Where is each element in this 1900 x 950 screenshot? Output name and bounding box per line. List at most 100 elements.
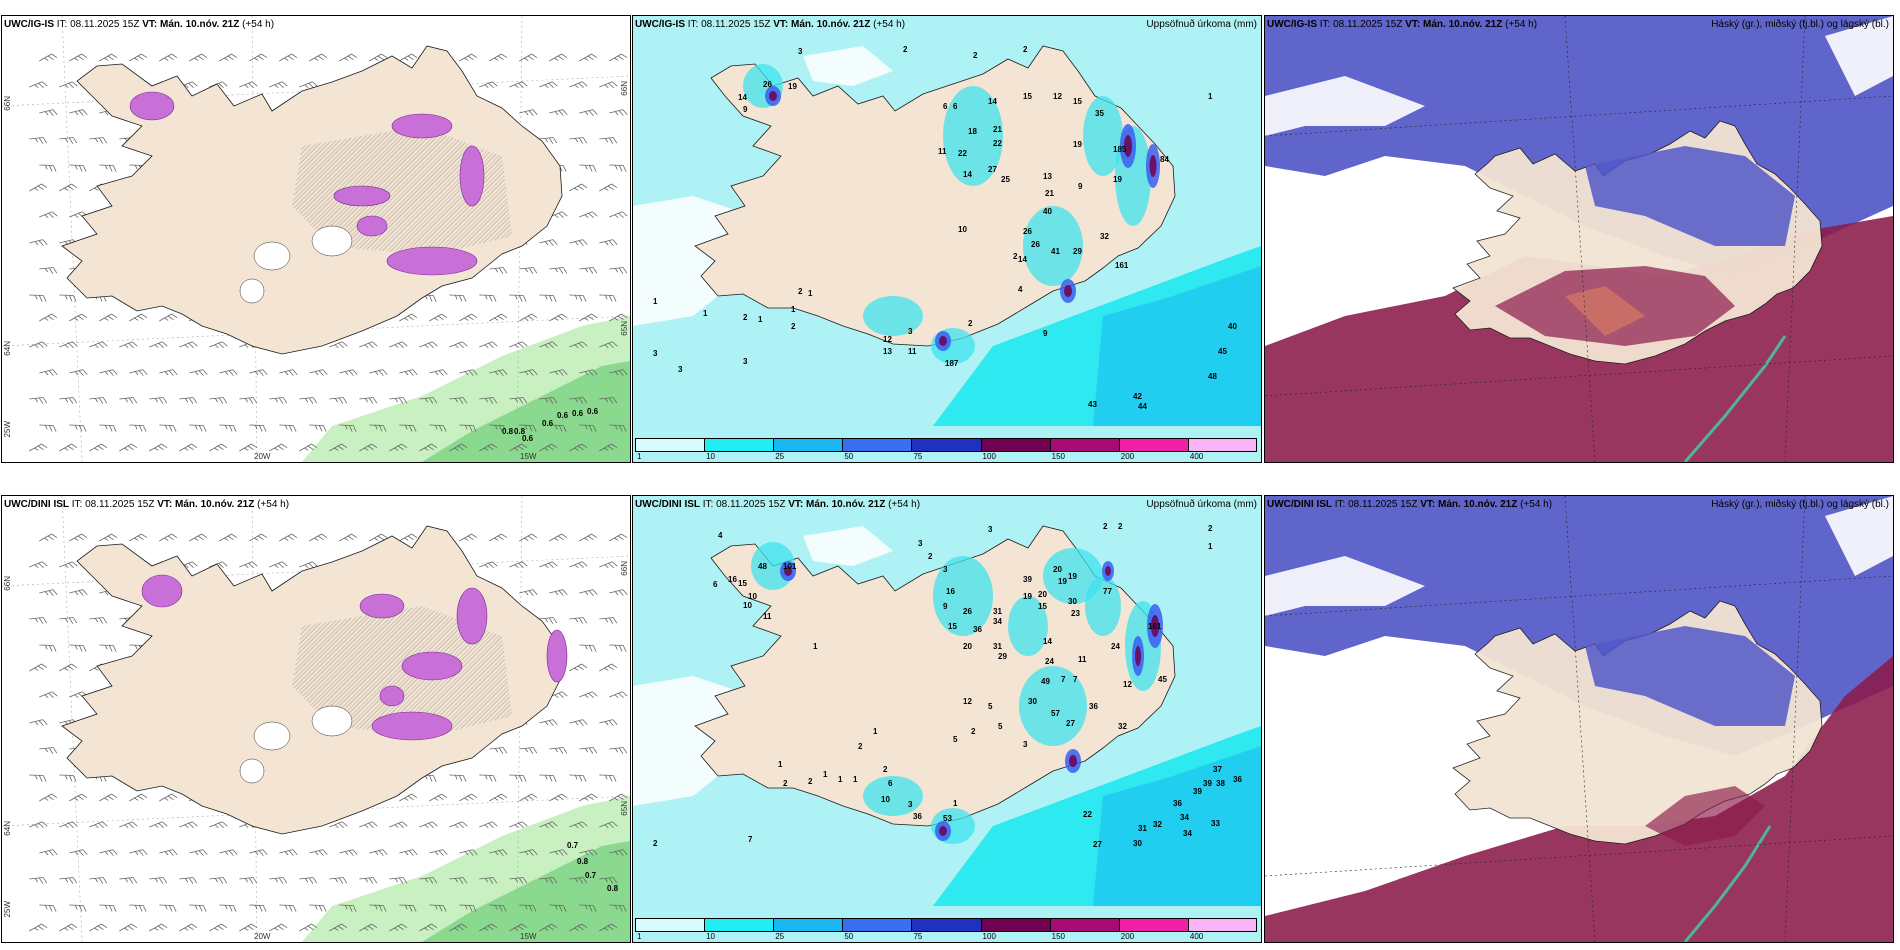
wind-barb-icon	[59, 774, 77, 782]
colorbar-swatch	[1187, 918, 1257, 932]
wind-barb-icon	[149, 877, 168, 884]
wind-barb-icon	[279, 369, 298, 376]
cloud-map-panel-2[interactable]: UWC/DINI ISL IT: 08.11.2025 15Z VT: Mán.…	[1264, 495, 1894, 943]
wind-value-label: 0.8	[502, 427, 514, 436]
wind-barb-icon	[69, 904, 87, 912]
wind-map-panel-1[interactable]: UWC/IG-IS IT: 08.11.2025 15Z VT: Mán. 10…	[1, 15, 631, 463]
wind-barb-icon	[599, 561, 618, 569]
wind-barb-icon	[509, 877, 528, 884]
precip-map-panel-2[interactable]: UWC/DINI ISL IT: 08.11.2025 15Z VT: Mán.…	[632, 495, 1262, 943]
precip-value-label: 22	[1083, 810, 1092, 819]
wind-barb-icon	[569, 561, 588, 569]
wind-value-label: 0.7	[585, 871, 597, 880]
wind-barb-icon	[99, 424, 117, 432]
wind-barb-icon	[149, 341, 168, 349]
wind-barb-icon	[39, 211, 58, 219]
wind-map-panel-2[interactable]: UWC/DINI ISL IT: 08.11.2025 15Z VT: Mán.…	[1, 495, 631, 943]
precip-value-label: 3	[743, 357, 748, 366]
wind-barb-icon	[29, 183, 48, 192]
cloud-map-panel-1[interactable]: UWC/IG-IS IT: 08.11.2025 15Z VT: Mán. 10…	[1264, 15, 1894, 463]
wind-barb-icon	[539, 821, 558, 829]
precip-value-label: 45	[1158, 675, 1167, 684]
wind-barb-icon	[39, 589, 58, 596]
wind-barb-icon	[39, 313, 58, 322]
wind-barb-icon	[129, 904, 147, 912]
wind-barb-icon	[459, 849, 478, 856]
precip-value-label: 1	[1208, 92, 1213, 101]
wind-barb-icon	[519, 849, 538, 856]
wind-barb-icon	[419, 443, 438, 452]
wind-barb-icon	[489, 424, 507, 432]
wind-barb-icon	[189, 849, 208, 856]
colorbar-swatch	[1049, 438, 1119, 452]
wind-barb-icon	[599, 341, 618, 349]
wind-barb-icon	[569, 443, 588, 452]
precip-value-label: 2	[1208, 524, 1213, 533]
wind-barb-icon	[99, 644, 117, 652]
wind-barb-icon	[539, 294, 557, 302]
mid-cloud-area	[1265, 656, 1893, 942]
wind-barb-icon	[389, 341, 408, 349]
precip-value-label: 41	[1051, 247, 1060, 256]
wind-barb-icon	[519, 53, 538, 62]
panel-header: UWC/DINI ISL IT: 08.11.2025 15Z VT: Mán.…	[4, 499, 290, 510]
precip-value-label: 11	[908, 347, 917, 356]
precip-value-label: 10	[958, 225, 967, 234]
wind-barb-icon	[519, 533, 538, 542]
wind-barb-icon	[89, 137, 108, 144]
wind-barb-icon	[599, 239, 618, 246]
wind-barb-icon	[299, 81, 318, 89]
wind-barb-icon	[219, 849, 238, 856]
wind-barb-icon	[549, 849, 568, 856]
wind-barb-icon	[239, 561, 258, 569]
wind-barb-icon	[339, 849, 358, 856]
precip-value-label: 1	[823, 770, 828, 779]
wind-barb-icon	[329, 341, 348, 349]
precip-value-label: 5	[953, 735, 958, 744]
wind-barb-icon	[69, 793, 88, 802]
wind-barb-icon	[29, 239, 48, 246]
wind-barb-icon	[569, 239, 588, 246]
wind-barb-icon	[579, 313, 598, 322]
precip-value-label: 57	[1051, 709, 1060, 718]
wind-barb-icon	[509, 561, 528, 569]
wind-barb-icon	[609, 747, 628, 754]
precip-value-label: 31	[993, 642, 1002, 651]
precip-value-label: 20	[1038, 590, 1047, 599]
wind-barb-icon	[39, 53, 58, 62]
precip-value-label: 1	[791, 305, 796, 314]
wind-barb-icon	[539, 443, 558, 452]
wind-barb-icon	[569, 183, 588, 192]
wind-barb-icon	[59, 617, 78, 624]
lon-label: 15W	[520, 452, 537, 461]
wind-barb-icon	[399, 793, 418, 802]
wind-barb-icon	[369, 424, 387, 432]
precip-value-label: 3	[918, 539, 923, 548]
wind-barb-icon	[369, 533, 388, 542]
wind-barb-icon	[189, 533, 208, 542]
lat-label: 64N	[3, 821, 12, 836]
wind-barb-icon	[29, 294, 47, 302]
wind-barb-icon	[579, 211, 598, 219]
wind-barb-icon	[89, 617, 108, 624]
wind-barb-icon	[69, 533, 88, 542]
colorbar-tick-label: 75	[913, 452, 923, 461]
snow-area	[371, 711, 453, 741]
wind-barb-icon	[59, 821, 78, 829]
wind-barb-icon	[489, 849, 508, 856]
wind-barb-icon	[539, 397, 558, 404]
precip-value-label: 20	[963, 642, 972, 651]
wind-barb-icon	[99, 369, 118, 376]
colorbar-tick-label: 50	[844, 452, 854, 461]
precip-value-label: 19	[788, 82, 797, 91]
precip-value-label: 32	[1100, 232, 1109, 241]
colorbar-swatch	[1118, 918, 1188, 932]
precip-value-label: 35	[1095, 109, 1104, 118]
precip-map-panel-1[interactable]: UWC/IG-IS IT: 08.11.2025 15Z VT: Mán. 10…	[632, 15, 1262, 463]
wind-barb-icon	[579, 424, 597, 432]
wind-barb-icon	[279, 53, 298, 62]
wind-barb-icon	[29, 341, 48, 349]
precip-value-label: 27	[1066, 719, 1075, 728]
precip-value-label: 2	[1103, 522, 1108, 531]
wind-barb-icon	[569, 617, 588, 624]
